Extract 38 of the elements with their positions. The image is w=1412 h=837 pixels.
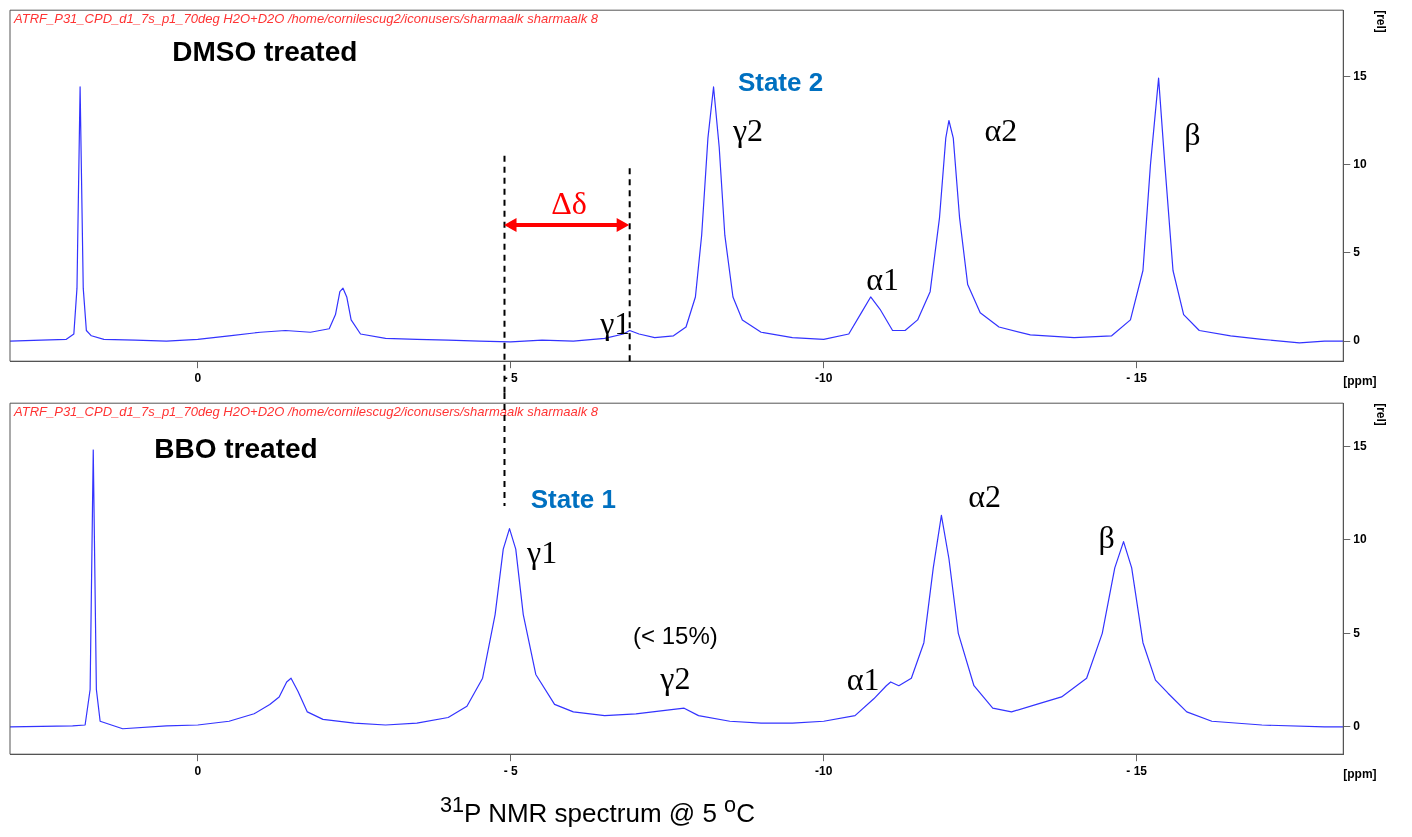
annotation: State 1: [530, 483, 616, 514]
annotation: State 2: [737, 66, 824, 97]
x-tick-label: 0: [194, 763, 202, 778]
x-tick-label: - 15: [1126, 763, 1148, 778]
x-tick-label: -10: [815, 370, 833, 385]
annotation: ATRF_P31_CPD_d1_7s_p1_70deg H2O+D2O /home/cornilescug2/iconusers/sharmaalk sharmaalk 8: [13, 404, 599, 420]
y-tick-label: 10: [1353, 532, 1367, 547]
annotation: Δδ: [551, 184, 587, 221]
x-tick-label: -10: [815, 763, 833, 778]
annotation: γ1: [525, 534, 558, 571]
annotation: α1: [866, 261, 899, 298]
text: $^{31}$P NMR spectrum @ 5 $^{o}$C: [439, 792, 756, 829]
annotation: β: [1098, 519, 1115, 556]
annotation: β: [1184, 115, 1201, 152]
annotation: ATRF_P31_CPD_d1_7s_p1_70deg H2O+D2O /home/cornilescug2/iconusers/sharmaalk sharmaalk 8: [13, 11, 599, 27]
y-axis-title: [rel]: [1374, 10, 1389, 33]
annotation: BBO treated: [154, 432, 318, 464]
annotation: DMSO treated: [172, 36, 358, 68]
y-tick-label: 10: [1353, 156, 1367, 171]
annotation: α2: [968, 478, 1001, 515]
x-axis-title: [ppm]: [1343, 374, 1377, 389]
x-tick-label: 0: [194, 370, 202, 385]
y-tick-label: 15: [1353, 438, 1367, 453]
y-tick-label: 5: [1353, 245, 1361, 260]
x-axis-title: [ppm]: [1343, 767, 1377, 782]
y-tick-label: 5: [1353, 625, 1361, 640]
y-tick-label: 0: [1353, 719, 1361, 734]
x-tick-label: - 15: [1126, 370, 1148, 385]
annotation: α2: [984, 112, 1018, 149]
annotation: (< 15%): [633, 621, 718, 649]
y-tick-label: 0: [1353, 333, 1361, 348]
annotation: α1: [846, 661, 880, 698]
annotation: γ1: [599, 305, 631, 342]
y-tick-label: 15: [1353, 68, 1367, 83]
x-tick-label: - 5: [503, 763, 519, 778]
y-axis-title: [rel]: [1374, 403, 1389, 426]
annotation: γ2: [731, 112, 764, 149]
annotation: γ2: [659, 659, 691, 696]
